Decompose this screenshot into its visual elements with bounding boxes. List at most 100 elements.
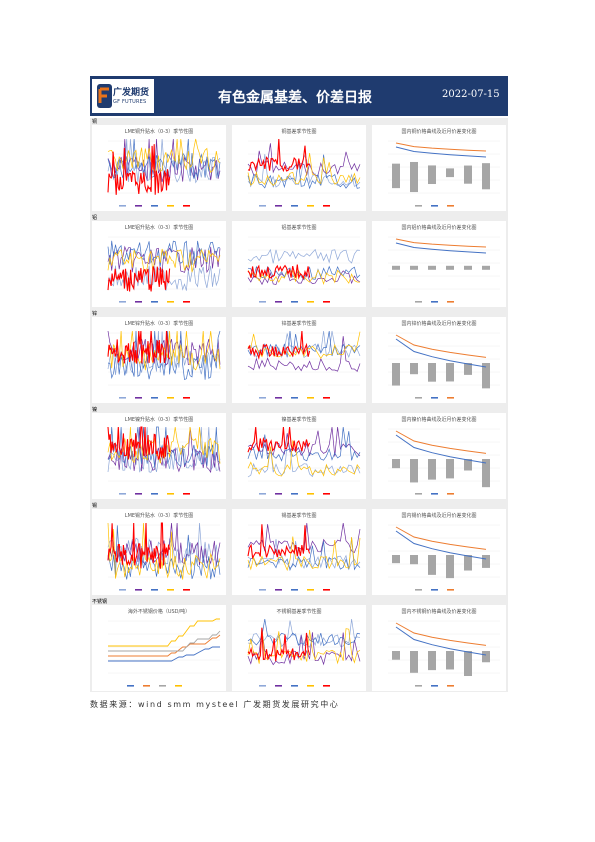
lme-spread-chart: LME锌升贴水（0-3）季节性图 (92, 317, 226, 403)
season-series-line (247, 330, 311, 360)
season-series-line (247, 536, 361, 572)
legend-swatch (167, 493, 174, 495)
spread-bar (464, 363, 472, 375)
spread-bar (428, 265, 436, 270)
chart-plot (107, 138, 221, 207)
spread-bar (428, 363, 436, 382)
price-curve-current (395, 146, 487, 158)
season-series-line (247, 627, 311, 662)
season-series-line (107, 138, 221, 184)
legend-swatch (431, 589, 438, 591)
legend-swatch (167, 205, 174, 207)
legend-swatch (183, 493, 190, 495)
price-curve-current (395, 338, 487, 368)
chart-plot (247, 426, 361, 495)
legend-swatch (275, 301, 282, 303)
spread-bar (392, 555, 400, 564)
legend-swatch (135, 493, 142, 495)
spread-bar (410, 161, 418, 193)
legend-swatch (135, 397, 142, 399)
legend-swatch (415, 493, 422, 495)
legend-swatch (167, 301, 174, 303)
chart-plot (247, 330, 361, 399)
season-series-line (247, 537, 361, 571)
legend-swatch (307, 397, 314, 399)
season-series-line (247, 265, 361, 281)
price-curve-current (395, 242, 487, 254)
season-series-line (247, 538, 361, 571)
spread-bar (392, 163, 400, 189)
spread-bar (392, 363, 400, 386)
chart-title: 不锈钢基差季节性图 (276, 609, 322, 615)
price-curve-chart: 国内镍价格曲线及近月价差变化图 (372, 413, 506, 499)
price-curve-chart: 国内不锈钢价格曲线及价差变化图 (372, 605, 506, 691)
legend-swatch (135, 589, 142, 591)
price-curve-previous (395, 526, 487, 550)
chart-title: LME锌升贴水（0-3）季节性图 (124, 321, 194, 327)
legend-swatch (275, 397, 282, 399)
price-curve-previous (395, 238, 487, 248)
spread-bar (392, 265, 400, 270)
chart-plot (247, 522, 361, 591)
spread-bar (464, 459, 472, 471)
legend-swatch (307, 205, 314, 207)
spread-bar (482, 651, 490, 663)
chart-plot (388, 332, 500, 399)
legend-swatch (415, 589, 422, 591)
legend-swatch (127, 685, 134, 687)
season-series-line (247, 426, 361, 462)
legend-swatch (291, 493, 298, 495)
chart-title: 铝基差季节性图 (281, 225, 317, 231)
spread-bar (428, 165, 436, 185)
basis-seasonal-chart: 锌基差季节性图 (232, 317, 366, 403)
legend-swatch (291, 301, 298, 303)
legend-swatch (447, 493, 454, 495)
legend-swatch (431, 397, 438, 399)
legend-swatch (183, 301, 190, 303)
legend-swatch (323, 397, 330, 399)
season-series-line (247, 248, 361, 264)
metal-row: 铝 LME铝升贴水（0-3）季节性图 铝基差季节性图 国内铝价格曲线及近月价差变化图 (90, 214, 508, 308)
spread-bar (410, 363, 418, 375)
season-series-line (107, 330, 171, 364)
chart-plot (388, 236, 500, 303)
chart-title: 国内镍价格曲线及近月价差变化图 (401, 417, 477, 423)
legend-swatch (183, 205, 190, 207)
chart-title: 铜基差季节性图 (281, 129, 317, 135)
legend-swatch (119, 589, 126, 591)
season-series-line (107, 522, 171, 569)
chart-plot (388, 140, 500, 207)
season-series-line (247, 442, 361, 478)
legend-swatch (307, 301, 314, 303)
season-series-line (247, 143, 361, 177)
chart-title: 国内铜价格曲线及近月价差变化图 (401, 129, 477, 135)
logo-chinese-name: 广发期货 (113, 88, 150, 98)
legend-swatch (135, 301, 142, 303)
metal-row-label: 铝 (92, 215, 98, 221)
price-curve-current (395, 626, 487, 656)
legend-swatch (323, 205, 330, 207)
legend-swatch (119, 397, 126, 399)
legend-swatch (291, 397, 298, 399)
metal-row-label: 镍 (92, 407, 98, 413)
season-series-line (247, 153, 361, 187)
legend-swatch (275, 685, 282, 687)
legend-swatch (323, 301, 330, 303)
spread-bar (446, 555, 454, 579)
legend-swatch (259, 685, 266, 687)
season-series-line (247, 618, 361, 647)
chart-plot (107, 330, 221, 399)
report-title: 有色金属基差、价差日报 (218, 90, 372, 106)
chart-title: 国内铝价格曲线及近月价差变化图 (401, 225, 477, 231)
spread-bar (446, 168, 454, 178)
chart-plot (107, 426, 221, 495)
season-series-line (247, 524, 311, 560)
season-series-line (107, 265, 221, 291)
legend-swatch (275, 589, 282, 591)
legend-swatch (431, 493, 438, 495)
legend-swatch (275, 493, 282, 495)
season-series-line (107, 330, 221, 380)
legend-swatch (159, 685, 166, 687)
spread-bar (446, 651, 454, 670)
chart-title: 国内锌价格曲线及近月价差变化图 (401, 321, 477, 327)
